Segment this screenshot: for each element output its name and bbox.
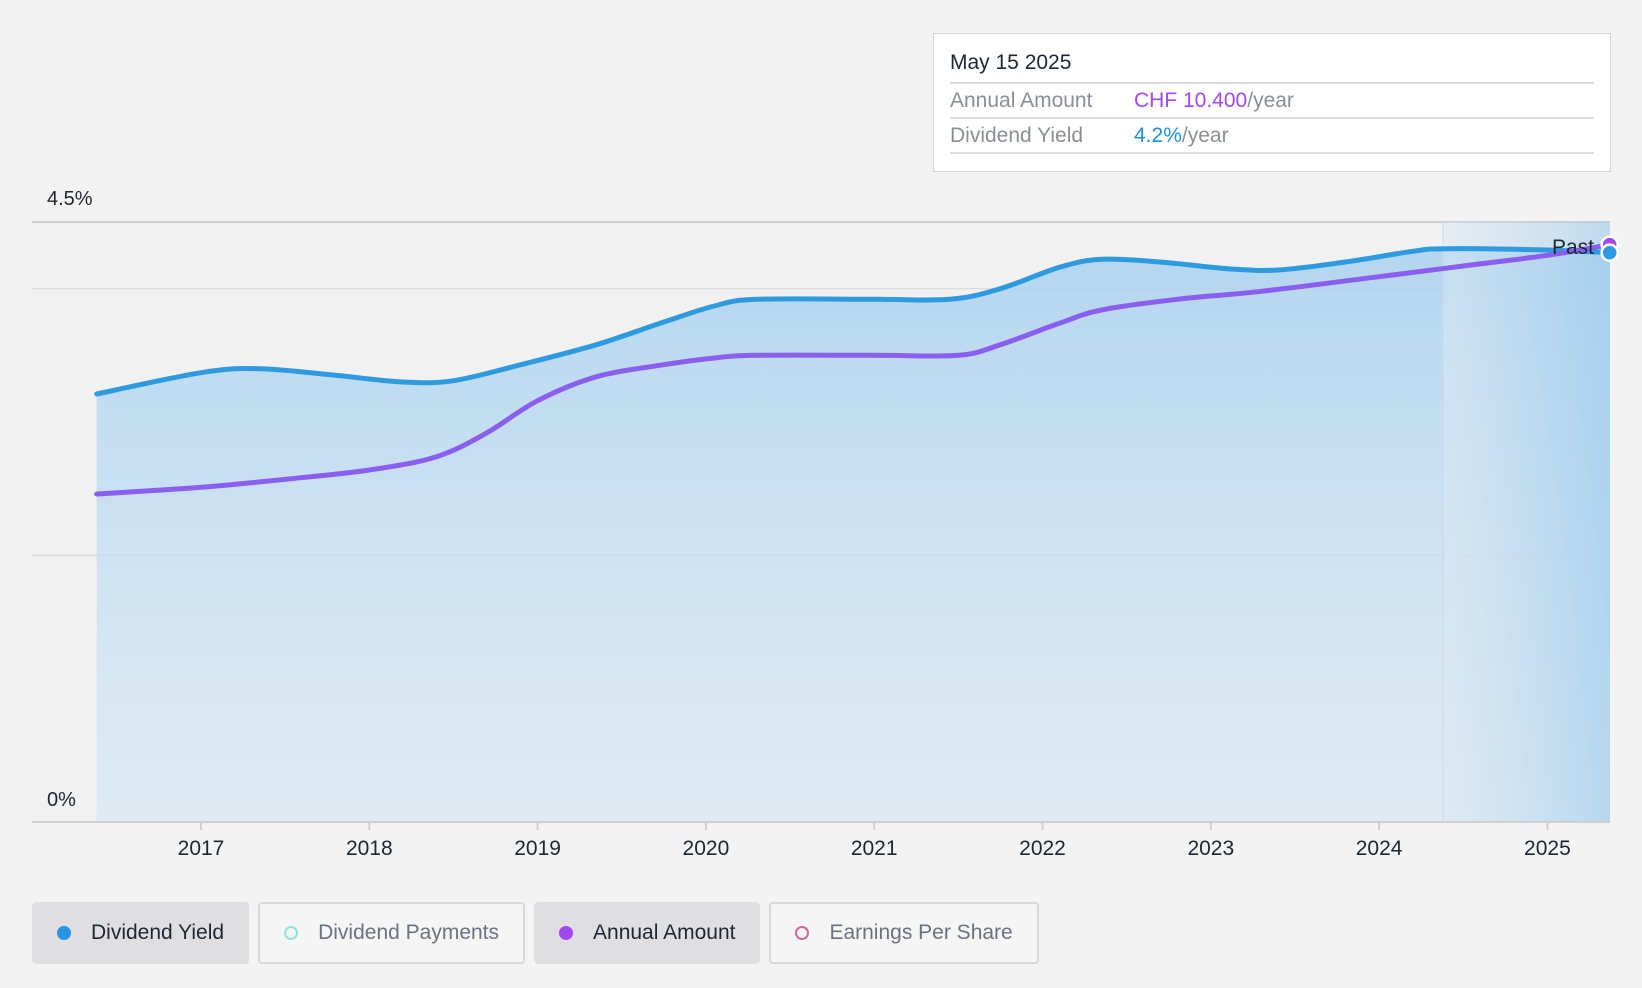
tooltip-value: 4.2%	[1134, 124, 1182, 147]
tooltip-label: Annual Amount	[950, 89, 1093, 112]
tooltip-card: May 15 2025 Annual Amount CHF 10.400 /ye…	[933, 33, 1611, 172]
series-lines	[94, 242, 1613, 497]
legend-label: Earnings Per Share	[829, 921, 1013, 944]
legend-dot-icon	[559, 926, 574, 940]
tooltip-unit: /year	[1247, 89, 1294, 112]
x-tick-label: 2025	[1524, 837, 1571, 860]
legend-annual-amount-button[interactable]: Annual Amount	[534, 902, 761, 964]
legend-label: Annual Amount	[593, 921, 736, 944]
y-tick-min: 0%	[47, 789, 76, 811]
legend-dividend-payments-button[interactable]: Dividend Payments	[258, 902, 526, 964]
legend-label: Dividend Payments	[318, 921, 500, 944]
dividend-yield-area	[96, 248, 1610, 823]
tooltip-label: Dividend Yield	[950, 124, 1084, 147]
legend-earnings-per-share-button[interactable]: Earnings Per Share	[769, 902, 1039, 964]
x-tick-label: 2018	[346, 837, 393, 860]
legend-dividend-yield-button[interactable]: Dividend Yield	[32, 902, 250, 964]
tooltip-unit: /year	[1181, 124, 1229, 147]
x-tick-label: 2019	[514, 837, 561, 860]
x-tick-label: 2023	[1187, 837, 1234, 860]
legend-label: Dividend Yield	[91, 921, 225, 944]
legend-dot-icon	[795, 926, 810, 940]
x-tick-label: 2021	[851, 837, 898, 860]
x-tick-label: 2017	[178, 837, 225, 860]
x-axis-ticks: 2017 2018 2019 2020 2021 2022 2023 2024 2025	[178, 822, 1571, 860]
x-tick-label: 2024	[1356, 837, 1403, 860]
dividend-yield-line	[94, 246, 1613, 397]
x-tick-label: 2022	[1019, 837, 1066, 860]
tooltip-value: CHF 10.400	[1134, 89, 1248, 112]
legend-dot-icon	[57, 926, 71, 940]
past-label: Past	[1552, 236, 1594, 259]
legend-dot-icon	[284, 926, 299, 940]
dividend-yield-end-marker	[1600, 243, 1619, 262]
tooltip-date: May 15 2025	[950, 48, 1594, 84]
annual-amount-line	[94, 242, 1613, 497]
x-tick-label: 2020	[683, 837, 730, 860]
tooltip-row-dividend-yield: Dividend Yield 4.2% /year	[950, 119, 1594, 154]
past-band	[1443, 222, 1610, 822]
legend: Dividend Yield Dividend Payments Annual …	[32, 902, 1048, 964]
end-markers	[1600, 235, 1619, 262]
tooltip-row-annual-amount: Annual Amount CHF 10.400 /year	[950, 84, 1594, 119]
y-tick-max: 4.5%	[47, 188, 93, 210]
